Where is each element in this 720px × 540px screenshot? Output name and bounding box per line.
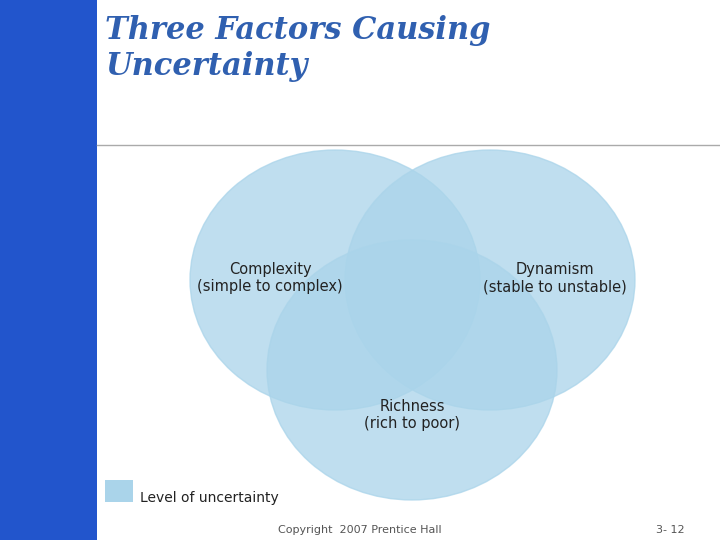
Text: Richness
(rich to poor): Richness (rich to poor)	[364, 399, 460, 431]
Text: Level of uncertainty: Level of uncertainty	[140, 491, 279, 505]
Text: Three Factors Causing
Uncertainty: Three Factors Causing Uncertainty	[105, 15, 490, 82]
Ellipse shape	[267, 240, 557, 500]
Ellipse shape	[190, 150, 480, 410]
Text: Complexity
(simple to complex): Complexity (simple to complex)	[197, 262, 343, 294]
Bar	[105, 480, 133, 502]
Ellipse shape	[345, 150, 635, 410]
Bar	[0, 0, 97, 540]
Text: Copyright  2007 Prentice Hall: Copyright 2007 Prentice Hall	[278, 525, 442, 535]
Text: 3- 12: 3- 12	[657, 525, 685, 535]
Text: Dynamism
(stable to unstable): Dynamism (stable to unstable)	[483, 262, 627, 294]
